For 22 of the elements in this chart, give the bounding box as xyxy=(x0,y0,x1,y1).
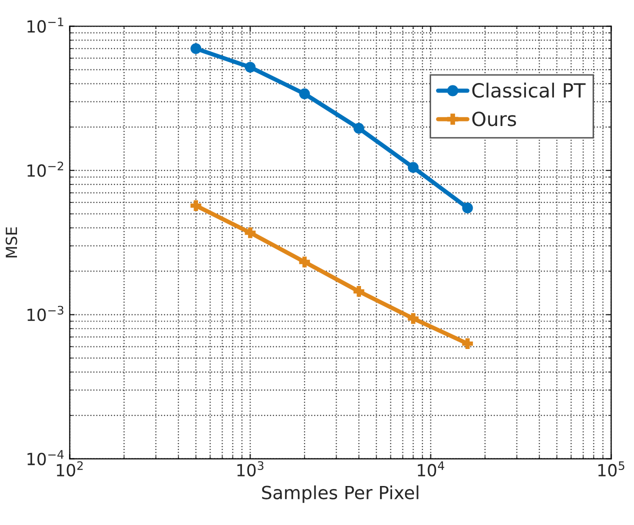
x-tick-label: 10$^{4}$ xyxy=(418,461,444,476)
x-tick-label: 10$^{5}$ xyxy=(598,461,624,476)
point xyxy=(462,338,473,349)
x-tick-label: 10$^{3}$ xyxy=(237,461,264,476)
legend-label: Ours xyxy=(472,112,516,126)
point xyxy=(190,43,202,54)
point xyxy=(408,162,419,173)
point xyxy=(462,202,473,214)
point xyxy=(299,88,310,100)
point xyxy=(408,313,419,324)
y-tick-label: 10$^{−3}$ xyxy=(28,306,64,322)
y-tick-label: 10$^{−2}$ xyxy=(28,162,64,177)
point xyxy=(244,227,256,238)
point xyxy=(353,286,364,297)
y-tick-label: 10$^{−1}$ xyxy=(28,18,64,33)
x-axis-title: Samples Per Pixel xyxy=(262,485,418,503)
point xyxy=(353,122,364,134)
y-axis-title: MSE xyxy=(6,227,18,258)
point xyxy=(190,200,202,212)
point xyxy=(299,256,310,268)
point xyxy=(244,62,256,73)
legend-label: Classical PT xyxy=(472,82,586,98)
